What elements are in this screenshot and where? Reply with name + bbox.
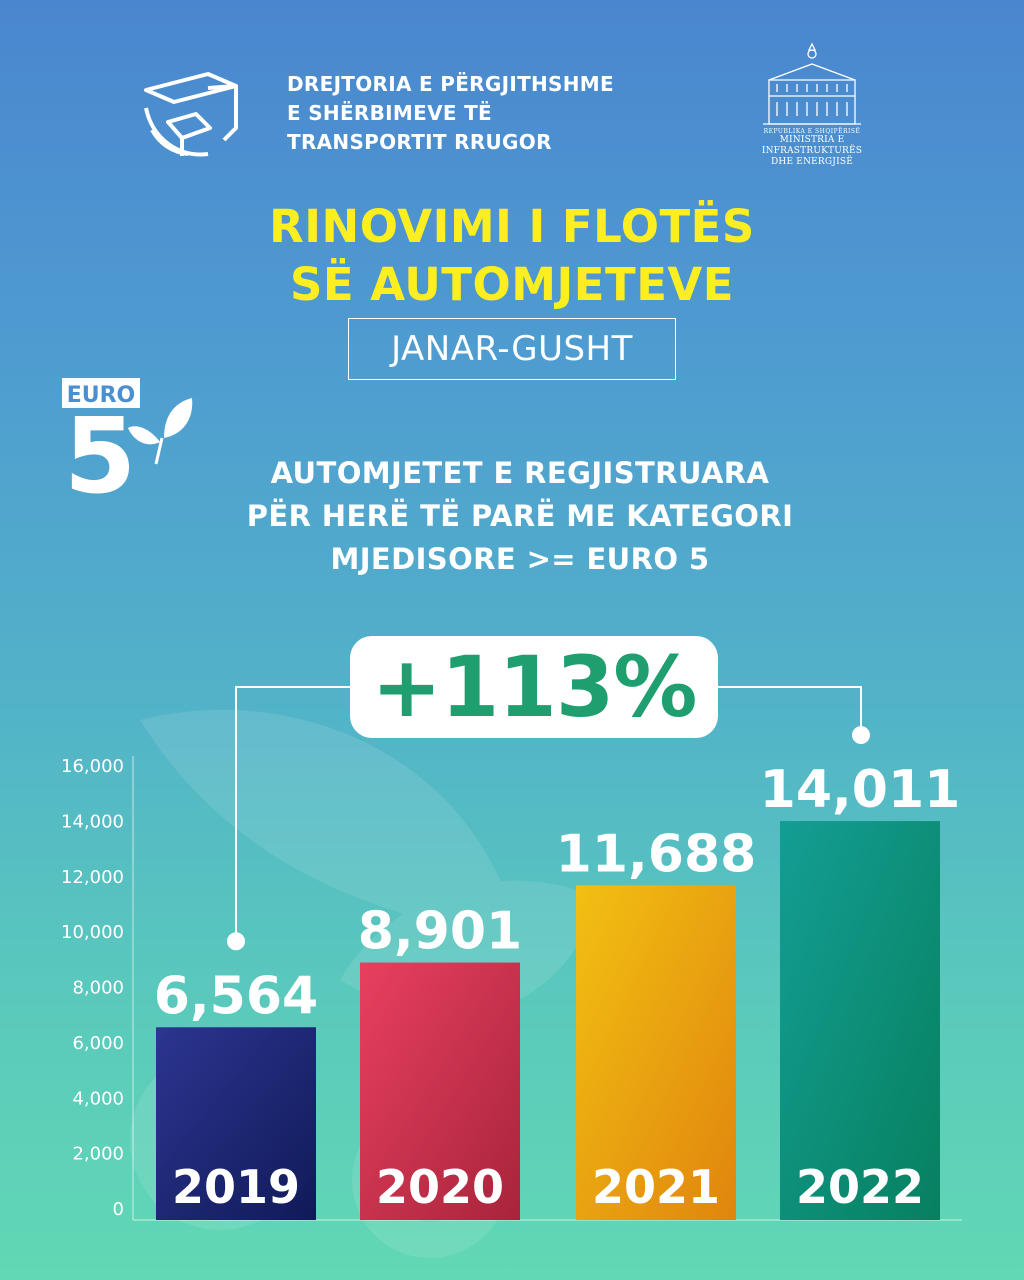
y-tick-label: 0: [113, 1199, 124, 1220]
ministry-name-line: MINISTRIA E INFRASTRUKTURËS: [761, 135, 863, 156]
y-tick-label: 8,000: [72, 978, 124, 999]
subtitle-line: AUTOMJETET E REGJISTRUARA: [270, 456, 770, 490]
y-tick-label: 10,000: [61, 922, 124, 943]
y-tick-label: 2,000: [72, 1144, 124, 1165]
bar-2022: [780, 821, 940, 1220]
leaf-icon: [128, 398, 193, 465]
agency-name-line: DREJTORIA E PËRGJITHSHME: [287, 72, 614, 96]
value-label-2022: 14,011: [760, 760, 961, 820]
period-label: JANAR-GUSHT: [348, 318, 676, 380]
agency-name-line: E SHËRBIMEVE TË: [287, 101, 492, 125]
y-tick-label: 16,000: [61, 756, 124, 777]
title-line: RINOVIMI I FLOTËS: [269, 200, 755, 253]
value-label-2020: 8,901: [358, 902, 522, 962]
y-tick-label: 12,000: [61, 867, 124, 888]
agency-logo-icon: [144, 72, 238, 157]
category-label-2022: 2022: [796, 1160, 924, 1214]
subtitle-line: PËR HERË TË PARË ME KATEGORI: [246, 499, 794, 533]
category-label-2020: 2020: [376, 1160, 504, 1214]
growth-badge: +113%: [350, 636, 718, 738]
connector-dot: [852, 726, 870, 745]
agency-name-line: TRANSPORTIT RRUGOR: [287, 130, 552, 154]
euro-badge-number: 5: [64, 395, 136, 498]
ministry-country: REPUBLIKA E SHQIPËRISË: [763, 128, 861, 135]
page-title: RINOVIMI I FLOTËS SË AUTOMJETEVE: [0, 198, 1024, 314]
bar-2021: [576, 885, 736, 1220]
bar-2019: [156, 1027, 316, 1220]
subtitle-line: MJEDISORE >= EURO 5: [330, 542, 710, 576]
value-label-2021: 11,688: [556, 824, 757, 884]
y-tick-label: 14,000: [61, 811, 124, 832]
euro-5-badge: EURO 5: [62, 378, 193, 498]
euro-badge-top: EURO: [67, 383, 136, 408]
ministry-building-icon: [763, 42, 861, 125]
agency-name: DREJTORIA E PËRGJITHSHME E SHËRBIMEVE TË…: [287, 70, 614, 157]
title-line: SË AUTOMJETEVE: [289, 258, 734, 311]
ministry-block: REPUBLIKA E SHQIPËRISË MINISTRIA E INFRA…: [732, 40, 892, 168]
bar-2020: [360, 962, 520, 1220]
growth-connector: [235, 686, 862, 942]
y-tick-label: 4,000: [72, 1088, 124, 1109]
ministry-name-line: DHE ENERGJISË: [771, 157, 853, 167]
y-tick-label: 6,000: [72, 1033, 124, 1054]
value-label-2019: 6,564: [154, 966, 318, 1026]
connector-dot: [227, 932, 245, 951]
category-label-2021: 2021: [592, 1160, 720, 1214]
chart-subtitle: AUTOMJETET E REGJISTRUARA PËR HERË TË PA…: [120, 452, 920, 581]
category-label-2019: 2019: [172, 1160, 300, 1214]
